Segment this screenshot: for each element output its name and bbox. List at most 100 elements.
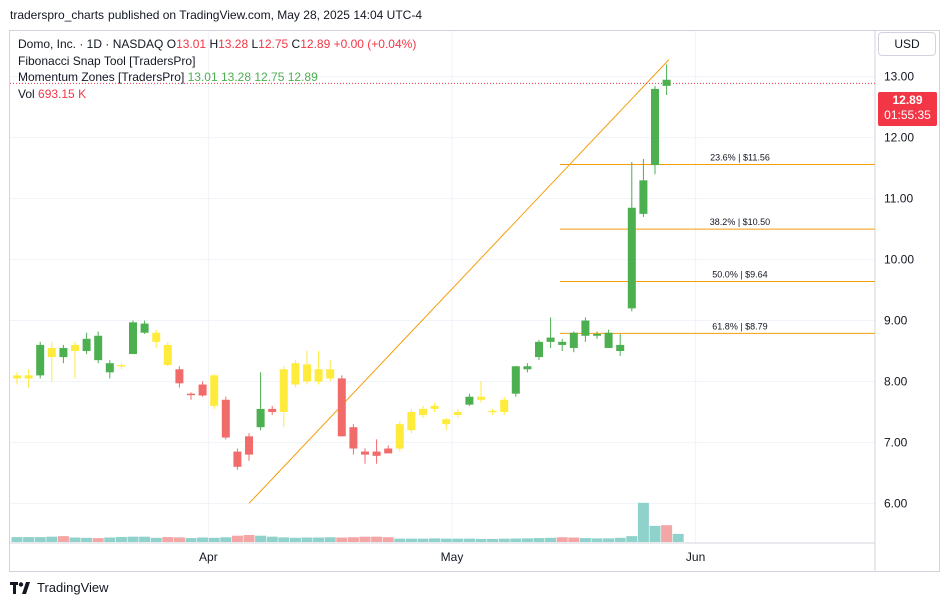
indicator-momentum-v3: 12.75 [254, 70, 285, 84]
volume-bar [127, 536, 139, 542]
publish-info: traderspro_charts published on TradingVie… [10, 8, 422, 22]
volume-bar [498, 538, 510, 542]
volume-bar [197, 537, 209, 542]
candle-body [105, 363, 114, 373]
indicator-momentum-row[interactable]: Momentum Zones [TradersPro] 13.01 13.28 … [18, 69, 416, 86]
indicator-momentum-name: Momentum Zones [TradersPro] [18, 70, 185, 84]
indicator-momentum-v1: 13.01 [187, 70, 218, 84]
volume-bar [382, 537, 394, 542]
volume-bar [371, 536, 383, 542]
candle-body [372, 451, 381, 456]
candle-body [442, 419, 451, 425]
candle-body [163, 344, 172, 366]
y-tick-label: 11.00 [884, 192, 913, 206]
volume-bar [591, 538, 603, 542]
volume-key: Vol [18, 86, 35, 101]
fib-level-label: 23.6% | $11.56 [710, 152, 770, 162]
volume-row[interactable]: Vol 693.15 K [18, 86, 416, 103]
candle-body [558, 341, 567, 345]
candle-body [361, 451, 369, 455]
candle-body [337, 378, 346, 437]
volume-bar [603, 538, 615, 542]
volume-bar [475, 538, 487, 542]
volume-bar [313, 537, 325, 542]
last-price-value: 12.89 [892, 93, 923, 107]
volume-bar [162, 537, 174, 542]
volume-bar [92, 538, 104, 542]
volume-bar [11, 537, 23, 542]
y-tick-label: 7.00 [884, 435, 908, 449]
volume-bar [533, 538, 545, 542]
candle-body [477, 396, 485, 400]
candle-body [245, 436, 253, 455]
chart-legend: Domo, Inc. · 1D · NASDAQ O13.01 H13.28 L… [18, 36, 416, 102]
volume-bar [440, 538, 452, 542]
x-tick-label: May [441, 550, 464, 564]
volume-bar [150, 537, 162, 542]
high-value: 13.28 [218, 37, 249, 51]
bar-countdown: 01:55:35 [884, 108, 931, 122]
publish-date: published on TradingView.com, May 28, 20… [108, 8, 423, 22]
candle-body [604, 332, 613, 348]
volume-bar [208, 537, 220, 542]
volume-bar [614, 537, 626, 542]
candle-body [546, 337, 555, 342]
fib-level-label: 61.8% | $8.79 [712, 321, 767, 331]
candle-body [36, 344, 45, 376]
volume-bar [69, 537, 81, 542]
candle-body [500, 399, 509, 412]
volume-bar [510, 538, 522, 542]
volume-bar [81, 537, 93, 542]
volume-bar [672, 533, 684, 542]
volume-bar [487, 538, 499, 542]
volume-bar [429, 538, 441, 542]
candle-body [616, 344, 625, 351]
volume-bar [394, 538, 406, 542]
volume-bar [266, 536, 278, 542]
currency-button[interactable]: USD [878, 32, 936, 56]
candle-body [349, 427, 358, 449]
low-key: L [251, 37, 259, 51]
chart-frame[interactable] [9, 30, 940, 572]
publisher-name[interactable]: traderspro_charts [10, 8, 105, 22]
candle-body [175, 369, 184, 384]
x-tick-label: Jun [686, 550, 705, 564]
symbol-title[interactable]: Domo, Inc. · 1D · NASDAQ [18, 37, 164, 51]
candle-body [140, 323, 149, 333]
indicator-fib-row[interactable]: Fibonacci Snap Tool [TradersPro] [18, 53, 416, 70]
fib-anchor-line [248, 59, 670, 504]
fib-level-label: 50.0% | $9.64 [712, 270, 767, 280]
volume-bar [301, 537, 313, 542]
indicator-momentum-v4: 12.89 [287, 70, 318, 84]
candle-body [291, 363, 300, 385]
open-key: O [166, 37, 177, 51]
indicator-fib-name: Fibonacci Snap Tool [TradersPro] [18, 53, 196, 68]
fib-level-label: 38.2% | $10.50 [710, 217, 770, 227]
y-tick-label: 8.00 [884, 374, 908, 388]
volume-bar [336, 537, 348, 542]
volume-bar [521, 538, 533, 542]
volume-value: 693.15 K [38, 86, 87, 101]
candle-body [117, 365, 126, 367]
volume-bar [359, 536, 371, 542]
volume-bar [347, 537, 359, 542]
candle-body [593, 333, 601, 336]
candle-body [651, 88, 659, 166]
volume-bar [661, 525, 673, 542]
candle-body [256, 408, 265, 428]
tradingview-brand[interactable]: TradingView [10, 580, 109, 595]
y-tick-label: 13.00 [884, 70, 914, 84]
candle-body [221, 399, 230, 438]
volume-bar [185, 538, 197, 542]
candle-body [523, 366, 532, 370]
volume-bar [324, 537, 336, 542]
close-key: C [291, 37, 301, 51]
volume-bar [46, 536, 58, 542]
ohlc-row[interactable]: Domo, Inc. · 1D · NASDAQ O13.01 H13.28 L… [18, 36, 416, 53]
candle-body [662, 79, 671, 86]
volume-bar [220, 537, 232, 542]
candle-body [430, 405, 439, 409]
low-value: 12.75 [258, 37, 289, 51]
candle-body [326, 369, 335, 379]
